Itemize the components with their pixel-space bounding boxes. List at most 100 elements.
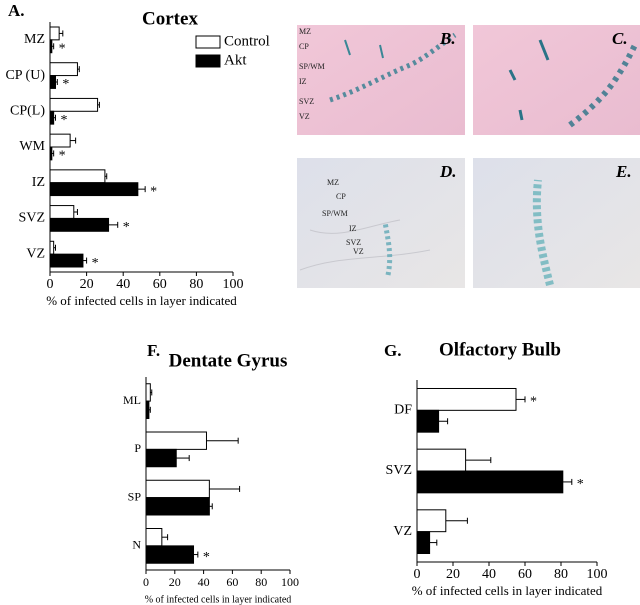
chart-title: Cortex: [142, 8, 198, 29]
x-tick-label: 40: [482, 567, 496, 582]
image-label: C.: [612, 29, 628, 48]
x-tick-label: 100: [223, 277, 244, 292]
image-label: D.: [439, 162, 457, 181]
chart-title: Dentate Gyrus: [169, 350, 288, 371]
bar: [145, 431, 207, 450]
bar: [145, 545, 195, 564]
bar: [416, 387, 517, 411]
x-tick-label: 60: [153, 277, 167, 292]
bar: [49, 26, 60, 41]
bar: [49, 182, 139, 197]
legend-label: Control: [224, 33, 270, 49]
significance-marker: *: [203, 550, 210, 565]
image-label: E.: [615, 162, 632, 181]
bar: [49, 133, 71, 148]
significance-marker: *: [60, 113, 67, 128]
x-tick-label: 80: [554, 567, 568, 582]
x-tick-label: 0: [47, 277, 54, 292]
x-tick-label: 20: [80, 277, 94, 292]
x-axis-label: % of infected cells in layer indicated: [412, 583, 603, 598]
x-tick-label: 60: [518, 567, 532, 582]
bar: [49, 39, 53, 54]
x-tick-label: 80: [255, 575, 267, 589]
bar: [145, 528, 163, 547]
chart-title: Olfactory Bulb: [439, 339, 561, 360]
layer-label: CP: [336, 192, 346, 201]
y-tick-label: SP: [128, 489, 142, 503]
bar: [49, 97, 99, 112]
y-tick-label: SVZ: [19, 211, 45, 226]
layer-label: SVZ: [299, 97, 314, 106]
y-tick-label: P: [134, 441, 141, 455]
image-c: C.: [473, 25, 640, 135]
x-tick-label: 20: [169, 575, 181, 589]
bar: [145, 448, 177, 468]
bar: [416, 409, 440, 433]
y-tick-label: CP (U): [5, 68, 45, 83]
y-tick-label: VZ: [393, 524, 412, 539]
x-tick-label: 40: [198, 575, 210, 589]
bar: [49, 75, 56, 89]
layer-label: IZ: [349, 224, 357, 233]
bar: [49, 62, 78, 77]
significance-marker: *: [62, 77, 69, 92]
significance-marker: *: [577, 477, 584, 492]
y-tick-label: DF: [394, 403, 412, 418]
bar: [49, 205, 75, 219]
significance-marker: *: [123, 220, 130, 235]
bar: [416, 531, 431, 555]
panel-label: F.: [147, 341, 160, 360]
x-tick-label: 100: [587, 567, 608, 582]
bar: [49, 240, 55, 255]
bar: [49, 110, 55, 125]
layer-label: MZ: [327, 178, 339, 187]
y-tick-label: SVZ: [386, 463, 412, 478]
image-label: B.: [439, 29, 456, 48]
x-axis-label: % of infected cells in layer indicated: [46, 293, 237, 308]
bar: [49, 253, 84, 268]
layer-label: CP: [299, 42, 309, 51]
layer-label: MZ: [299, 27, 311, 36]
x-axis-label: % of infected cells in layer indicated: [145, 594, 292, 605]
bar: [49, 217, 110, 232]
bar: [416, 448, 467, 472]
bar: [49, 146, 53, 161]
significance-marker: *: [59, 149, 66, 164]
x-tick-label: 0: [414, 567, 421, 582]
x-tick-label: 100: [281, 575, 299, 589]
y-tick-label: ML: [123, 393, 141, 407]
bar: [145, 383, 151, 402]
legend-swatch: [195, 35, 221, 49]
layer-label: VZ: [353, 247, 364, 256]
y-tick-label: MZ: [24, 32, 45, 47]
layer-label: VZ: [299, 112, 310, 121]
bar: [416, 470, 564, 494]
legend-label: Akt: [224, 52, 247, 68]
image-d: D. MZ CP SP/WM IZ SVZ VZ: [297, 158, 465, 288]
y-tick-label: VZ: [26, 246, 45, 261]
x-tick-label: 0: [143, 575, 149, 589]
bar: [416, 509, 447, 533]
bar: [145, 400, 150, 419]
layer-label: SVZ: [346, 238, 361, 247]
bar: [49, 169, 106, 184]
image-e: E.: [473, 158, 640, 288]
x-tick-label: 60: [226, 575, 238, 589]
panel-label: A.: [8, 1, 25, 20]
significance-marker: *: [530, 395, 537, 410]
legend-swatch: [195, 54, 221, 68]
panel-label: G.: [384, 341, 401, 360]
y-tick-label: CP(L): [10, 104, 45, 119]
y-tick-label: N: [132, 538, 141, 552]
layer-label: SP/WM: [299, 62, 325, 71]
x-tick-label: 20: [446, 567, 460, 582]
layer-label: SP/WM: [322, 209, 348, 218]
significance-marker: *: [59, 42, 66, 57]
bar: [145, 497, 210, 516]
x-tick-label: 40: [116, 277, 130, 292]
bar: [145, 479, 210, 499]
y-tick-label: WM: [19, 139, 45, 154]
significance-marker: *: [150, 184, 157, 199]
y-tick-label: IZ: [32, 175, 45, 190]
